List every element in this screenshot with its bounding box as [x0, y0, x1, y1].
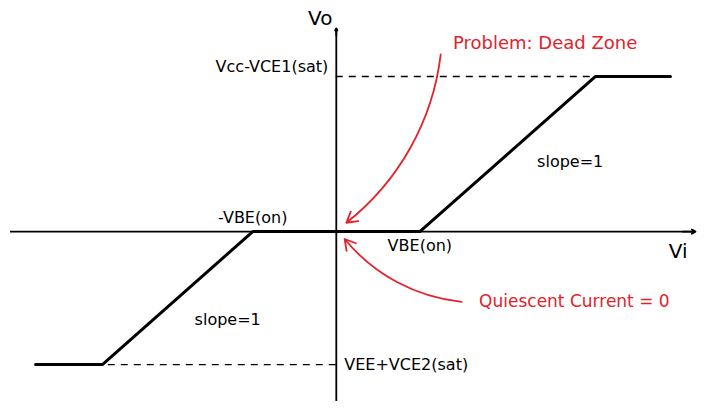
svg-text:slope=1: slope=1	[195, 310, 261, 329]
svg-text:Vo: Vo	[308, 6, 332, 30]
svg-text:slope=1: slope=1	[537, 152, 603, 171]
svg-text:-VBE(on): -VBE(on)	[218, 208, 287, 227]
svg-text:Quiescent Current = 0: Quiescent Current = 0	[479, 291, 670, 311]
svg-text:Vcc-VCE1(sat): Vcc-VCE1(sat)	[216, 57, 329, 76]
svg-text:Problem: Dead Zone: Problem: Dead Zone	[453, 32, 637, 53]
svg-text:VBE(on): VBE(on)	[388, 236, 452, 255]
svg-text:VEE+VCE2(sat): VEE+VCE2(sat)	[344, 355, 468, 374]
svg-text:Vi: Vi	[669, 239, 688, 263]
